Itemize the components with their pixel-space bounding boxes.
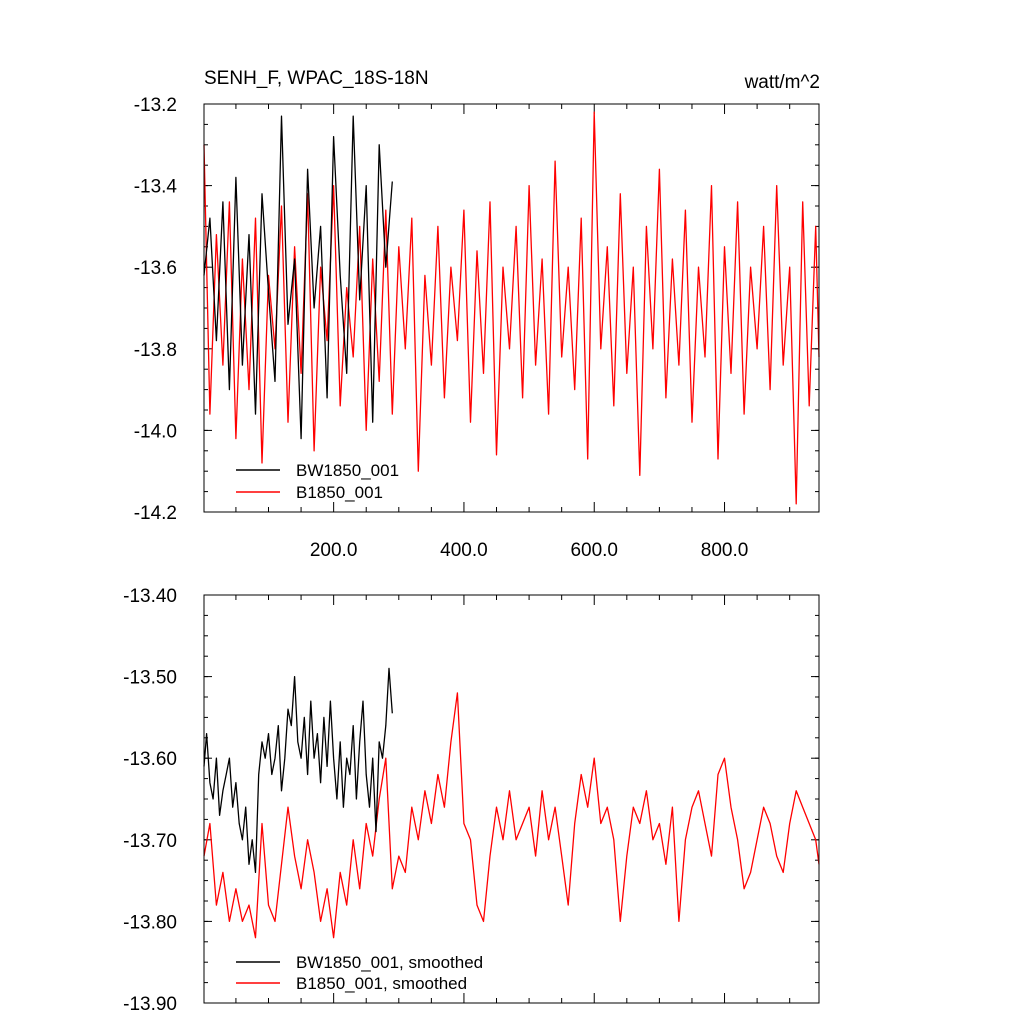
top-y-tick-label: -13.6 [134, 258, 177, 279]
top-y-tick-label: -13.2 [134, 95, 177, 116]
top-series-line-0 [203, 115, 393, 440]
top-legend-label-bw: BW1850_001 [296, 461, 399, 480]
bottom-y-tick-label: -13.80 [123, 912, 177, 933]
top-title-left: SENH_F, WPAC_18S-18N [204, 68, 429, 89]
top-y-tick-label: -14.0 [134, 421, 177, 442]
bottom-y-tick-label: -13.60 [123, 749, 177, 770]
bottom-y-tick-label: -13.40 [123, 586, 177, 607]
top-y-tick-label: -13.8 [134, 340, 177, 361]
top-legend-label-b: B1850_001 [296, 483, 383, 502]
bottom-legend-label-bw: BW1850_001, smoothed [296, 953, 483, 972]
top-x-tick-label: 200.0 [310, 540, 358, 561]
top-x-tick-label: 600.0 [570, 540, 618, 561]
bottom-y-tick-label: -13.70 [123, 831, 177, 852]
bottom-y-tick-label: -13.90 [123, 994, 177, 1015]
top-y-tick-label: -13.4 [134, 177, 178, 198]
top-axes: -13.2 -13.4 -13.6 -13.8 -14.0 -14.2 200.0 400.0… [134, 95, 819, 561]
top-title-right: watt/m^2 [744, 72, 820, 93]
top-legend: BW1850_001 B1850_001 [236, 461, 399, 502]
bottom-series-line-1 [203, 692, 820, 939]
bottom-axes: -13.40 -13.50 -13.60 -13.70 -13.80 -13.90 [123, 586, 819, 1015]
top-series-lines [203, 111, 820, 505]
top-y-tick-label: -14.2 [134, 503, 177, 524]
top-plot-frame [203, 103, 820, 513]
top-panel: SENH_F, WPAC_18S-18N watt/m^2 -13.2 -13.4… [134, 68, 820, 561]
bottom-series-lines [203, 667, 820, 939]
bottom-legend-label-b: B1850_001, smoothed [296, 974, 467, 993]
bottom-series-line-0 [203, 667, 393, 874]
bottom-panel: -13.40 -13.50 -13.60 -13.70 -13.80 -13.90 BW1… [123, 586, 820, 1015]
top-x-tick-label: 800.0 [701, 540, 749, 561]
bottom-plot-frame [203, 594, 820, 1004]
bottom-legend: BW1850_001, smoothed B1850_001, smoothed [236, 953, 483, 993]
top-x-tick-label: 400.0 [440, 540, 488, 561]
bottom-y-tick-label: -13.50 [123, 668, 177, 689]
